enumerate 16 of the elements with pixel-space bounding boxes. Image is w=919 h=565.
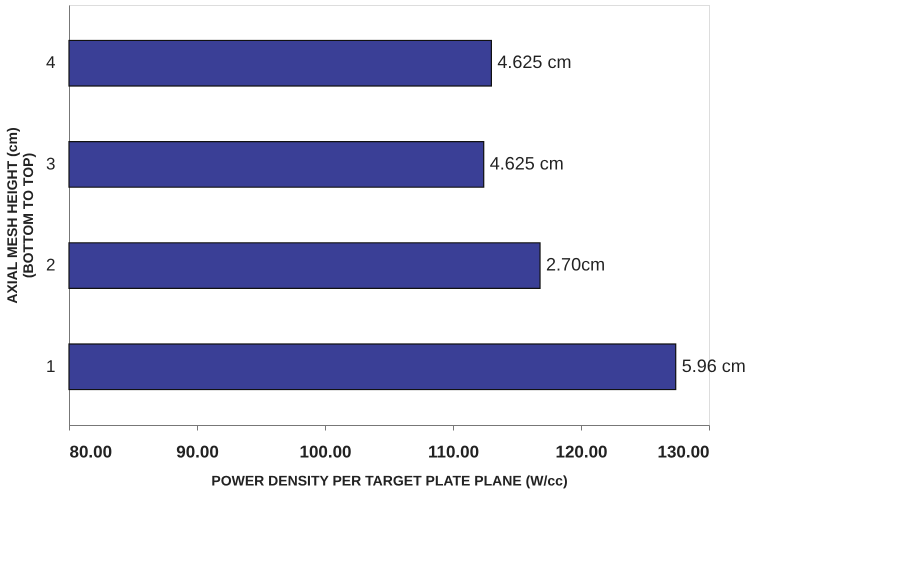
x-tick-label: 120.00 bbox=[556, 442, 608, 462]
x-tick-label: 100.00 bbox=[300, 442, 352, 462]
annotation: 2.70cm bbox=[546, 254, 606, 275]
annotation: 4.625 cm bbox=[497, 52, 572, 72]
y-tick-label: 2 bbox=[46, 256, 56, 275]
y-axis-title: AXIAL MESH HEIGHT (cm) (BOTTOM TO TOP) bbox=[4, 127, 36, 304]
x-tick-label: 110.00 bbox=[428, 442, 480, 462]
x-axis-title: POWER DENSITY PER TARGET PLATE PLANE (W/cc) bbox=[211, 472, 568, 488]
annotation: 4.625 cm bbox=[490, 153, 564, 174]
x-tick-label: 80.00 bbox=[70, 442, 112, 462]
x-tick-label: 130.00 bbox=[658, 442, 710, 462]
y-tick-label: 3 bbox=[46, 154, 56, 174]
x-tick-label: 90.00 bbox=[176, 442, 219, 462]
annotation: 5.96 cm bbox=[682, 356, 746, 376]
y-tick-label: 1 bbox=[46, 356, 56, 376]
y-tick-label: 4 bbox=[46, 53, 56, 72]
